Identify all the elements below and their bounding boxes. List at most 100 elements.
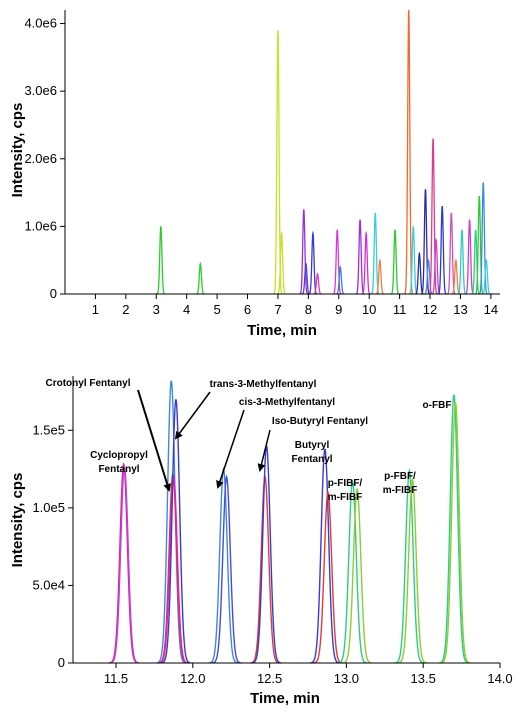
peak-trace bbox=[211, 474, 242, 664]
peak-trace bbox=[478, 182, 488, 295]
x-tick-label: 12 bbox=[423, 302, 437, 317]
peak-trace bbox=[277, 230, 286, 295]
peak-trace bbox=[335, 265, 345, 295]
x-tick-label: 7 bbox=[274, 302, 281, 317]
peak-trace bbox=[428, 138, 438, 295]
x-tick-label: 13.5 bbox=[411, 671, 436, 686]
annotation-p-fbf-m-fibf: p-FBF/ m-FIBF bbox=[383, 471, 417, 496]
peak-trace bbox=[361, 230, 371, 295]
y-tick-label: 2.0e6 bbox=[24, 151, 57, 166]
bottom-y-axis-title: Intensity, cps bbox=[9, 473, 26, 568]
peak-trace bbox=[355, 219, 365, 295]
peak-trace bbox=[440, 402, 471, 664]
x-tick-label: 3 bbox=[153, 302, 160, 317]
peak-trace bbox=[299, 209, 309, 295]
peak-trace bbox=[196, 262, 205, 295]
annotation-arrow bbox=[257, 429, 271, 472]
peak-trace bbox=[337, 479, 368, 664]
peak-trace bbox=[301, 262, 311, 295]
annotation-arrow bbox=[216, 409, 245, 489]
peak-trace bbox=[457, 229, 467, 295]
annotation-label: o-FBF bbox=[423, 400, 452, 411]
top-y-axis-title: Intensity, cps bbox=[9, 103, 26, 198]
annotation-label: Fentanyl bbox=[291, 454, 332, 465]
y-tick-label: 1.0e6 bbox=[24, 218, 57, 233]
x-tick-label: 13.0 bbox=[334, 671, 359, 686]
annotation-label: p-FIBF/ bbox=[328, 478, 363, 489]
peak-trace bbox=[273, 30, 283, 295]
x-tick-label: 2 bbox=[122, 302, 129, 317]
peak-trace bbox=[375, 258, 385, 295]
y-tick-label: 0 bbox=[50, 286, 57, 301]
peak-trace bbox=[342, 486, 372, 664]
peak-trace bbox=[310, 448, 340, 664]
top-y-ticks: 0 1.0e6 2.0e6 3.0e6 4.0e6 bbox=[24, 16, 65, 301]
top-x-ticks: 1 2 3 4 5 6 7 8 9 10 11 12 13 14 bbox=[92, 294, 498, 317]
x-tick-label: 12.0 bbox=[180, 671, 205, 686]
y-tick-label: 1.5e5 bbox=[32, 422, 65, 437]
peak-trace bbox=[482, 258, 491, 295]
annotation-label: p-FBF/ bbox=[384, 471, 416, 482]
peak-trace bbox=[332, 229, 342, 295]
peak-trace bbox=[250, 474, 280, 664]
annotation-o-fbf: o-FBF bbox=[423, 400, 452, 411]
annotation-cyclopropyl-fentanyl: Cyclopropyl Fentanyl bbox=[90, 450, 148, 475]
annotation-label: Iso-Butyryl Fentanyl bbox=[272, 416, 368, 427]
peak-trace bbox=[474, 195, 484, 295]
bottom-y-ticks: 0 5.0e4 1.0e5 1.5e5 bbox=[32, 422, 73, 670]
y-tick-label: 3.0e6 bbox=[24, 83, 57, 98]
peak-trace bbox=[424, 258, 433, 295]
peak-trace bbox=[313, 272, 322, 295]
bottom-x-axis-title: Time, min bbox=[250, 690, 320, 707]
annotation-label: cis-3-Methylfentanyl bbox=[239, 397, 335, 408]
peak-trace bbox=[108, 461, 139, 664]
x-tick-label: 8 bbox=[305, 302, 312, 317]
peak-trace bbox=[370, 212, 380, 295]
x-tick-label: 11 bbox=[393, 302, 407, 317]
x-tick-label: 12.5 bbox=[257, 671, 282, 686]
peak-trace bbox=[158, 474, 189, 664]
y-tick-label: 5.0e4 bbox=[32, 577, 65, 592]
top-chart-traces bbox=[156, 9, 491, 295]
annotation-cis-3-methylfentanyl: cis-3-Methylfentanyl bbox=[216, 397, 335, 489]
y-tick-label: 4.0e6 bbox=[24, 16, 57, 31]
x-tick-label: 10 bbox=[362, 302, 376, 317]
annotation-trans-3-methylfentanyl: trans-3-Methylfentanyl bbox=[174, 379, 317, 440]
peak-trace bbox=[446, 212, 456, 295]
x-tick-label: 14 bbox=[484, 302, 498, 317]
peak-trace bbox=[156, 226, 166, 295]
peak-trace bbox=[251, 445, 282, 664]
annotation-crotonyl-fentanyl: Crotonyl Fentanyl bbox=[45, 378, 172, 492]
x-tick-label: 9 bbox=[335, 302, 342, 317]
annotation-label: Fentanyl bbox=[98, 464, 139, 475]
peak-trace bbox=[439, 394, 469, 664]
peak-trace bbox=[109, 464, 140, 664]
peak-trace bbox=[421, 189, 430, 295]
bottom-chromatogram: 11.5 12.0 12.5 13.0 13.5 14.0 0 5.0e4 1.0e5 1.5e… bbox=[9, 376, 513, 707]
x-tick-label: 14.0 bbox=[487, 671, 512, 686]
peak-trace bbox=[313, 490, 343, 664]
peak-trace bbox=[437, 205, 447, 295]
x-tick-label: 4 bbox=[183, 302, 190, 317]
peak-trace bbox=[156, 380, 187, 664]
peak-trace bbox=[394, 468, 425, 664]
annotation-label: Crotonyl Fentanyl bbox=[45, 378, 130, 389]
annotation-label: trans-3-Methylfentanyl bbox=[210, 379, 317, 390]
peak-trace bbox=[397, 477, 428, 664]
annotation-butyryl-fentanyl: Butyryl Fentanyl bbox=[291, 440, 332, 465]
peak-trace bbox=[390, 229, 400, 295]
annotation-label: m-FIBF bbox=[383, 485, 417, 496]
peak-trace bbox=[471, 229, 481, 295]
annotation-arrow bbox=[137, 389, 172, 492]
annotation-label: m-FIBF bbox=[328, 492, 362, 503]
annotation-iso-butyryl-fentanyl: Iso-Butyryl Fentanyl bbox=[257, 416, 368, 472]
y-tick-label: 1.0e5 bbox=[32, 500, 65, 515]
y-tick-label: 0 bbox=[58, 655, 65, 670]
peak-trace bbox=[161, 399, 191, 664]
x-tick-label: 11.5 bbox=[104, 671, 128, 686]
annotation-label: Butyryl bbox=[295, 440, 330, 451]
peak-trace bbox=[465, 219, 474, 295]
annotation-arrow bbox=[174, 391, 211, 440]
annotation-label: Cyclopropyl bbox=[90, 450, 148, 461]
